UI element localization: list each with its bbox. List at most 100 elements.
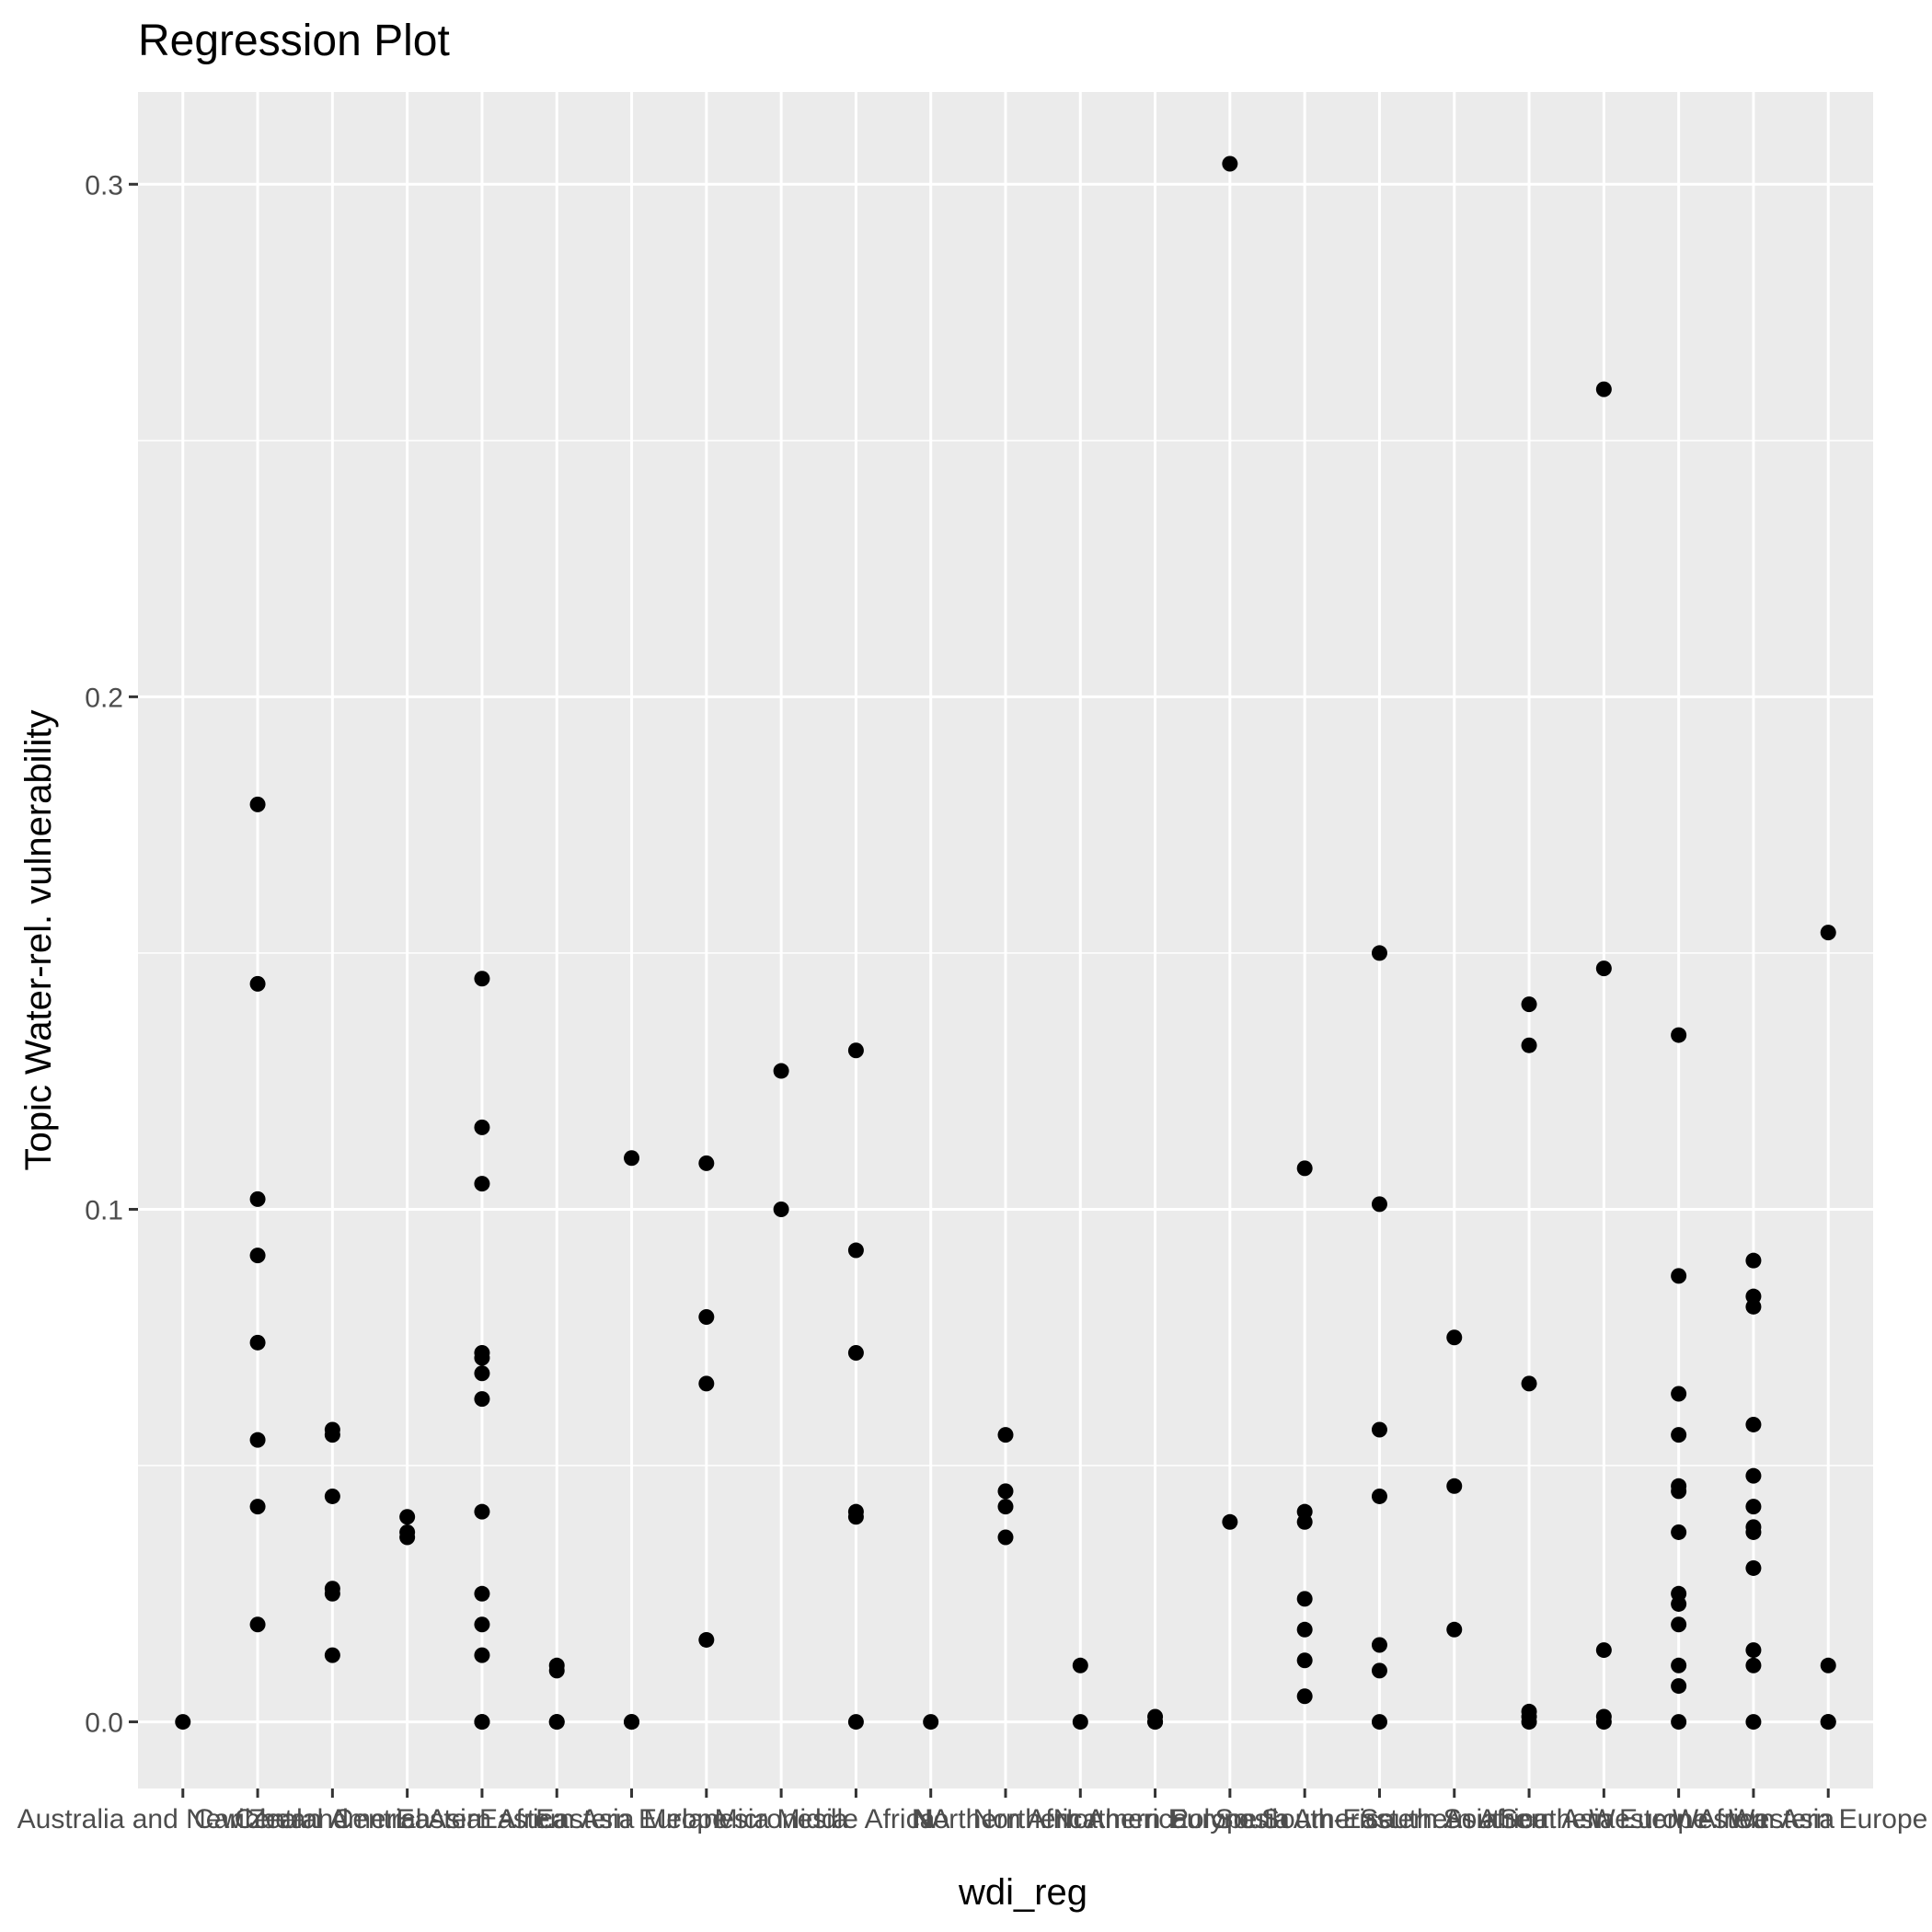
data-point [1371,1714,1387,1731]
data-point [698,1631,715,1648]
data-point [324,1647,340,1663]
data-point [1371,1662,1387,1679]
y-tick-label: 0.1 [85,1195,123,1225]
data-point [1371,1421,1387,1438]
data-point [474,1119,490,1135]
data-point [698,1155,715,1171]
data-point [548,1714,565,1731]
data-point [997,1499,1014,1515]
data-point [1296,1591,1313,1607]
data-point [399,1509,416,1525]
data-point [624,1150,640,1167]
data-point [1745,1657,1762,1673]
x-tick-label: Southern Africa [1360,1804,1548,1834]
y-tick-label: 0.0 [85,1708,123,1739]
data-point [698,1308,715,1325]
data-points [175,155,1836,1731]
x-tick-label: South America [1215,1804,1395,1834]
y-tick-label: 0.3 [85,170,123,201]
data-point [1222,1513,1238,1530]
data-point [1745,1524,1762,1540]
data-point [997,1529,1014,1546]
x-tick-label: Western Africa [1589,1804,1768,1834]
data-point [997,1483,1014,1500]
data-point [249,975,266,992]
data-point [474,1647,490,1663]
data-point [1745,1499,1762,1515]
data-point [847,1042,864,1059]
data-point [474,1616,490,1633]
x-tick-label: Northern Africa [914,1804,1098,1834]
data-point [1072,1714,1088,1731]
x-tick-label: Eastern Europe [535,1804,727,1834]
data-point [1595,381,1612,397]
data-point [1671,1027,1687,1043]
x-tick-label: NA [912,1804,950,1834]
data-point [1296,1621,1313,1638]
x-tick-label: Eastern Africa [397,1804,569,1834]
data-point [1296,1652,1313,1669]
data-point [249,1432,266,1448]
data-point [1296,1513,1313,1530]
data-point [847,1242,864,1259]
data-point [1745,1252,1762,1269]
chart-title: Regression Plot [138,17,450,65]
data-point [1446,1478,1463,1494]
data-point [1521,1714,1537,1731]
data-point [474,1585,490,1602]
data-point [1371,945,1387,961]
data-point [1222,155,1238,172]
x-tick-label: Southern Asia [1443,1804,1616,1834]
data-point [474,1176,490,1192]
data-point [1671,1595,1687,1612]
data-point [1745,1298,1762,1315]
data-point [474,1503,490,1520]
x-tick-label: South-Eastern Asia [1261,1804,1498,1834]
data-point [1671,1483,1687,1500]
data-point [1595,1642,1612,1659]
data-point [474,1714,490,1731]
data-point [773,1063,789,1079]
data-point [249,1334,266,1351]
data-point [1671,1616,1687,1633]
data-point [1820,1657,1836,1673]
data-point [1745,1559,1762,1576]
data-point [847,1714,864,1731]
data-point [324,1585,340,1602]
data-point [249,1616,266,1633]
x-tick-label: Australia and New Zealand [17,1804,349,1834]
x-tick-label: Northern Europe [1053,1804,1258,1834]
data-point [548,1662,565,1679]
x-tick-label: Polynesia [1170,1804,1290,1834]
data-point [1296,1160,1313,1177]
data-point [1446,1621,1463,1638]
x-tick-label: Northern America [973,1804,1189,1834]
data-point [847,1344,864,1361]
data-point [1296,1688,1313,1705]
data-point [1671,1524,1687,1540]
data-point [1745,1714,1762,1731]
data-point [1371,1488,1387,1504]
x-tick-label: Western Europe [1729,1804,1927,1834]
data-point [1595,1714,1612,1731]
x-tick-label: Western Asia [1673,1804,1835,1834]
data-point [1671,1678,1687,1695]
x-tick-label: Southern Europe [1500,1804,1708,1834]
data-point [1671,1268,1687,1284]
data-point [1521,1037,1537,1053]
data-point [324,1488,340,1504]
data-point [773,1201,789,1217]
data-point [624,1714,640,1731]
data-point [1745,1416,1762,1432]
x-tick-label: Central Asia [333,1804,482,1834]
y-axis: 0.0 0.1 0.2 0.3 [85,170,138,1739]
data-point [474,1391,490,1408]
data-point [1820,1714,1836,1731]
x-tick-label: Micronesia [715,1804,848,1834]
data-point [324,1427,340,1443]
data-point [1671,1657,1687,1673]
data-point [1671,1427,1687,1443]
data-point [474,1350,490,1366]
x-axis-title: wdi_reg [958,1872,1087,1913]
